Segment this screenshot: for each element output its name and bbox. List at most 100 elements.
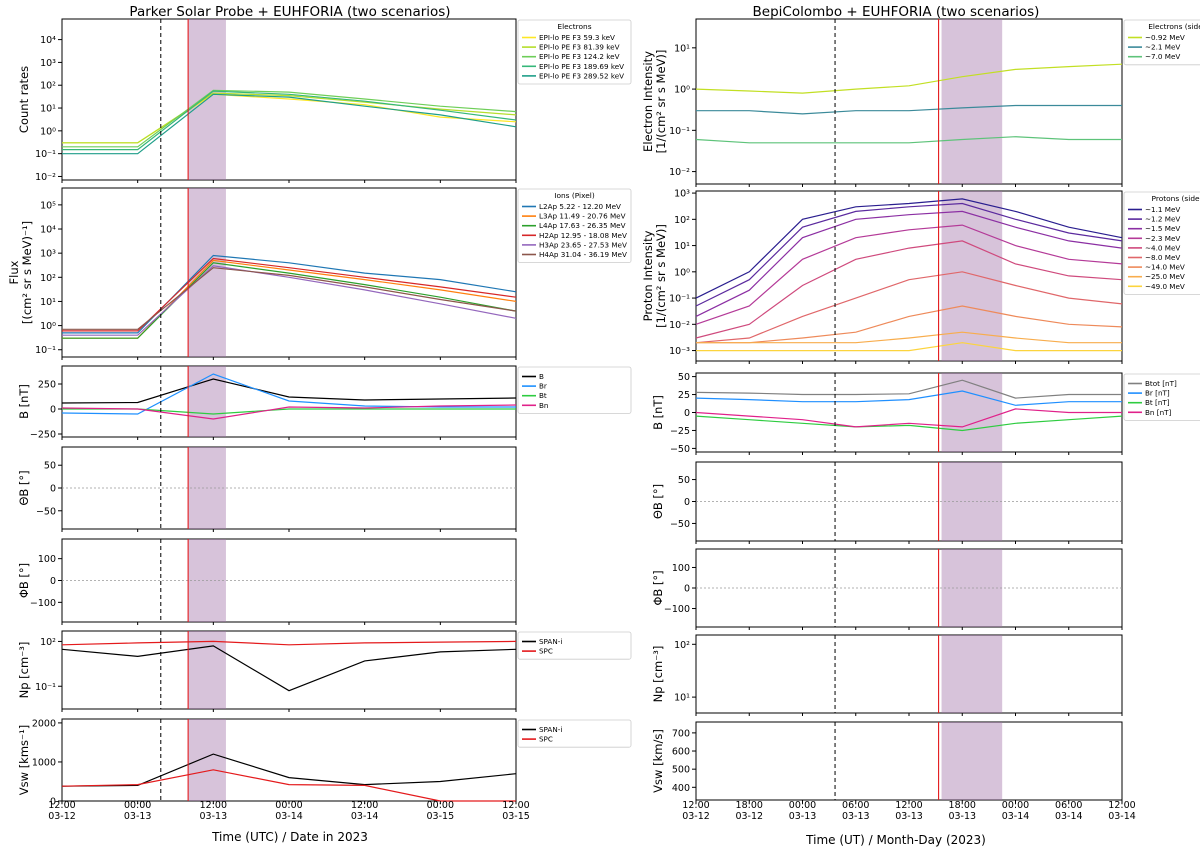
c0-p6-frame [61,718,517,802]
c0-p1-legend-label-0: L2Ap 5.22 - 12.20 MeV [539,202,621,211]
c1-p2-series-1-line [695,390,1122,406]
c0-p4-ylabel: ΦB [°] [17,563,31,598]
c1-p1-legend-label-3: ~2.3 MeV [1145,234,1180,243]
c1-p2-series-3-line [695,408,1122,428]
c1-p1-legend-box [1123,191,1200,295]
c0-xtick-time-1: 00:00 [124,800,151,811]
c1-p1-ytick-label-5: 10² [674,215,690,226]
c0-p0-ytick-label-4: 10² [40,81,56,92]
c1-p0-ylabel2: [1/(cm² sr s MeV)] [654,50,668,154]
c1-p2-series-0-line [695,379,1122,399]
c1-p5-shaded-interval [941,635,1003,713]
c1-p1-series-5-line [695,271,1123,344]
c0-p5-legend-label-1: SPC [539,647,553,656]
c1-xtick-date-8: 03-14 [1108,811,1136,822]
c0-p0-ytick-label-5: 10³ [40,58,56,69]
c1-p0-ytick-label-2: 10⁰ [674,85,690,96]
c0-p4-ytick-label-1: 0 [50,576,56,587]
c1-p0-series-1-line [696,104,1122,115]
c1-p0-legend-label-0: ~0.92 MeV [1145,33,1185,42]
c0-p0-legend-label-1: EPI-lo PE F3 81.39 keV [539,43,620,52]
c0-p1-legend-label-1: L3Ap 11.49 - 20.76 MeV [539,212,626,221]
c0-p5-series-1-line [61,640,517,646]
c0-p5-series-0-line [61,645,517,692]
c1-p0-shaded-interval [941,19,1003,184]
c0-p6-legend-box [517,719,632,748]
c1-p6-frame [695,721,1123,801]
c0-xtick-date-5: 03-15 [427,811,455,822]
c1-p1-series-1-line [695,202,1123,307]
c0-p1-ylabel: Flux [7,260,21,284]
c0-p6-legend-label-1: SPC [539,735,553,744]
c0-p1-ytick-label-6: 10⁵ [40,200,56,211]
c1-p6-ytick-label-0: 400 [672,783,690,794]
c0-p4-ytick-label-0: −100 [30,598,56,609]
c0-p1-ytick-label-5: 10⁴ [40,225,56,236]
c0-p6-ylabel: Vsw [kms⁻¹] [17,725,31,795]
c1-p1-series-4-line [695,240,1123,339]
c0-p6-legend-label-0: SPAN-i [539,725,562,734]
c1-p0-ytick-label-3: 10¹ [674,43,690,54]
c1-p4-ytick-label-1: 0 [684,584,690,595]
c1-p5-ytick-label-1: 10² [674,640,690,651]
c1-p0-series-2-line [695,136,1122,144]
c1-p2-shaded-interval [941,373,1003,452]
c1-xtick-date-1: 03-12 [735,811,763,822]
c0-xtick-time-3: 00:00 [275,800,302,811]
c1-p3-ylabel: ΘB [°] [651,484,665,519]
right-x-axis-label: Time (UT) / Month-Day (2023) [805,833,986,847]
c0-xtick-time-5: 00:00 [427,800,454,811]
c1-p0-legend-title: Electrons (side 0) [1148,22,1200,31]
c1-p1-series-3-line [695,224,1123,325]
c0-p2-legend-label-2: Bt [539,391,547,400]
c0-p1-series-5-line [62,267,517,330]
c0-p0-series-1-line [62,92,517,144]
c1-p3-ytick-label-2: 50 [678,475,690,486]
c0-p2-ylabel: B [nT] [17,384,31,419]
c0-p2-legend-label-0: B [539,372,544,381]
c1-p1-legend-label-2: ~1.5 MeV [1145,224,1180,233]
left-chart-title: Parker Solar Probe + EUHFORIA (two scena… [129,4,450,20]
c1-p0-frame [695,18,1123,185]
c0-p1-ytick-label-3: 10² [40,273,56,284]
c1-p1-ytick-label-6: 10³ [674,189,690,200]
c0-p0-series-3-line [62,90,517,151]
c1-p5-frame [695,634,1123,714]
left-x-axis-label: Time (UTC) / Date in 2023 [211,830,368,844]
c0-p1-series-0-line [62,254,517,334]
c1-p0-ytick-label-0: 10⁻² [669,167,690,178]
c0-p1-legend-title: Ions (Pixel) [554,191,595,200]
c0-p5-legend-box [517,631,632,660]
c1-p0-legend-label-2: ~7.0 MeV [1145,52,1180,61]
c0-p5-legend-label-0: SPAN-i [539,637,562,646]
c0-p6-ytick-label-2: 2000 [32,718,56,729]
c0-xtick-date-2: 03-13 [200,811,228,822]
c0-p0-ytick-label-3: 10¹ [40,104,56,115]
c1-p0-legend-label-1: ~2.1 MeV [1145,43,1180,52]
c1-xtick-time-1: 18:00 [736,800,763,811]
c0-p5-ytick-label-1: 10² [40,637,56,648]
c0-p2-series-3-line [61,404,517,420]
c1-p0-series-0-line [695,63,1123,94]
c1-p4-ytick-label-2: 100 [672,563,690,574]
c0-p3-ytick-label-2: 50 [44,461,56,472]
c1-p2-legend-label-1: Br [nT] [1145,389,1170,398]
c0-p5-ytick-label-0: 10⁻¹ [35,682,56,693]
c1-xtick-time-2: 00:00 [789,800,816,811]
c1-p6-ytick-label-2: 600 [672,747,690,758]
c0-p0-ytick-label-2: 10⁰ [40,126,56,137]
c0-p5-shaded-interval [188,631,226,709]
c0-p0-series-2-line [62,89,517,148]
c0-p6-ytick-label-0: 0 [50,797,56,808]
c1-p1-legend-label-4: ~4.0 MeV [1145,243,1180,252]
c0-p2-legend-box [517,366,632,414]
c0-p0-ytick-label-0: 10⁻² [35,172,56,183]
c1-p3-ytick-label-0: −50 [670,519,690,530]
c1-p1-series-6-line [696,305,1123,344]
c1-xtick-time-4: 12:00 [895,800,922,811]
c0-xtick-time-0: 12:00 [48,800,75,811]
c1-p1-ytick-label-2: 10⁻¹ [669,294,690,305]
c0-p0-ytick-label-1: 10⁻¹ [35,149,56,160]
c1-p0-legend-box [1123,19,1200,66]
